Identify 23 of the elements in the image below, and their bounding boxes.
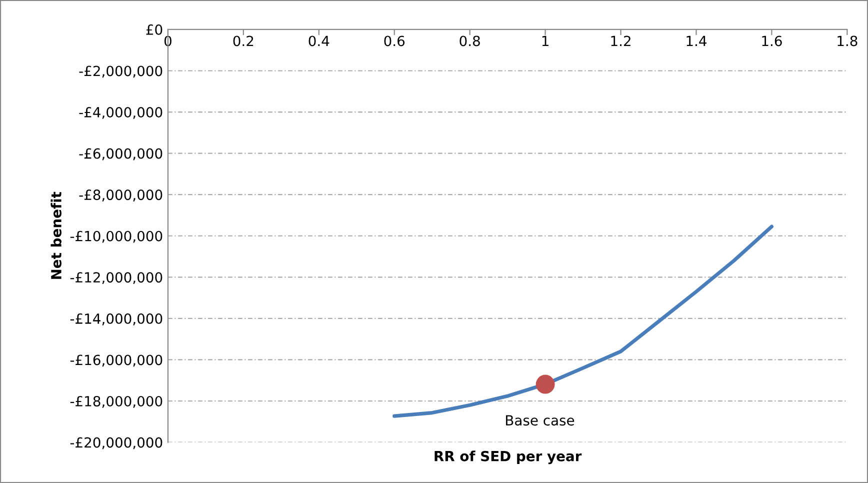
y-tick-label: -£8,000,000: [79, 190, 162, 202]
x-tick-label: 1.6: [762, 36, 782, 46]
x-tick-label: 1.8: [838, 36, 858, 46]
x-tick-label: 0.4: [308, 36, 330, 46]
y-tick-label: -£10,000,000: [70, 230, 162, 243]
x-tick-label: 1.4: [686, 36, 706, 46]
y-tick-label: £0: [146, 24, 162, 35]
y-tick-label: -£6,000,000: [79, 148, 162, 160]
x-axis-title: RR of SED per year: [434, 450, 582, 464]
x-tick-label: 0.6: [384, 36, 405, 46]
y-tick-label: -£16,000,000: [70, 354, 162, 367]
x-tick-label: 1: [542, 36, 548, 46]
y-tick-label: -£4,000,000: [79, 106, 162, 119]
y-axis-title: Net benefit: [50, 192, 62, 279]
y-tick-label: -£18,000,000: [70, 396, 162, 408]
y-tick-label: -£12,000,000: [70, 272, 162, 284]
y-tick-label: -£20,000,000: [70, 437, 162, 450]
annotation: Base case: [506, 415, 574, 426]
y-tick-label: -£14,000,000: [70, 313, 162, 326]
x-tick-label: 0.2: [233, 36, 254, 46]
x-tick-label: 0.8: [460, 36, 480, 46]
y-tick-label: -£2,000,000: [79, 66, 162, 78]
x-tick-label: 1.2: [611, 36, 630, 46]
